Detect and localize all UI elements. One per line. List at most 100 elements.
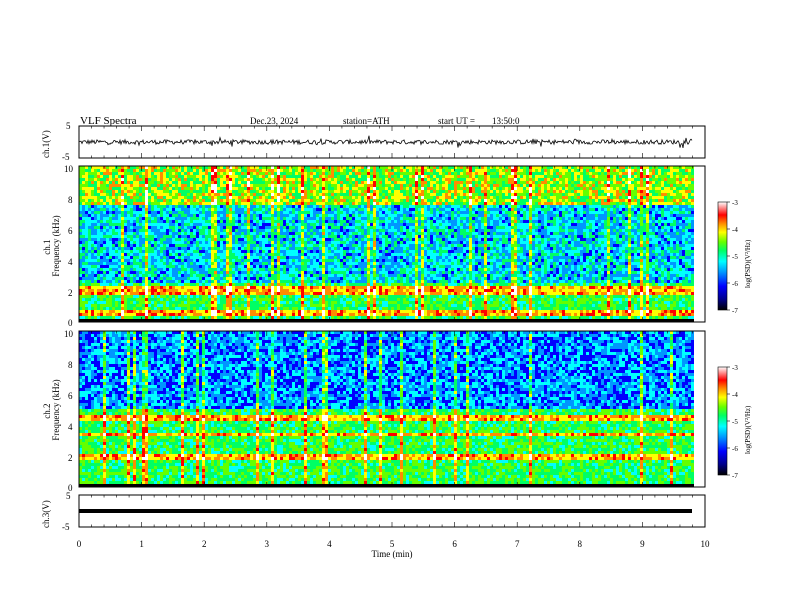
spectrogram-cell [85, 286, 88, 289]
spectrogram-cell [220, 211, 223, 214]
spectrogram-cell [334, 172, 337, 175]
spectrogram-cell [151, 172, 154, 175]
spectrogram-cell [238, 208, 241, 211]
spectrogram-cell [319, 289, 322, 292]
spectrogram-cell [292, 310, 295, 313]
spectrogram-cell [157, 223, 160, 226]
spectrogram-cell [241, 295, 244, 298]
spectrogram-cell [292, 307, 295, 310]
spectrogram-cell [286, 265, 289, 268]
spectrogram-cell [178, 217, 181, 220]
spectrogram-cell [304, 247, 307, 250]
spectrogram-cell [337, 289, 340, 292]
spectrogram-cell [220, 199, 223, 202]
spectrogram-cell [274, 235, 277, 238]
spectrogram-cell [208, 289, 211, 292]
spectrogram-cell [187, 193, 190, 196]
spectrogram-cell [118, 304, 121, 307]
spectrogram-cell [193, 217, 196, 220]
spectrogram-cell [352, 253, 355, 256]
spectrogram-cell [163, 241, 166, 244]
spectrogram-cell [187, 319, 190, 322]
spectrogram-cell [151, 295, 154, 298]
spectrogram-cell [274, 295, 277, 298]
spectrogram-cell [88, 289, 91, 292]
spectrogram-cell [265, 187, 268, 190]
spectrogram-cell [178, 199, 181, 202]
spectrogram-cell [214, 298, 217, 301]
spectrogram-cell [355, 295, 358, 298]
spectrogram-cell [313, 250, 316, 253]
spectrogram-cell [325, 172, 328, 175]
spectrogram-cell [112, 178, 115, 181]
spectrogram-cell [274, 256, 277, 259]
spectrogram-cell [127, 226, 130, 229]
spectrogram-cell [256, 262, 259, 265]
spectrogram-cell [115, 289, 118, 292]
spectrogram-cell [304, 310, 307, 313]
spectrogram-cell [355, 232, 358, 235]
spectrogram-cell [109, 253, 112, 256]
spectrogram-cell [97, 202, 100, 205]
spectrogram-cell [109, 280, 112, 283]
spectrogram-cell [223, 292, 226, 295]
spectrogram-cell [331, 241, 334, 244]
spectrogram-cell [250, 184, 253, 187]
spectrogram-cell [172, 271, 175, 274]
spectrogram-cell [343, 286, 346, 289]
spectrogram-cell [310, 226, 313, 229]
spectrogram-cell [349, 190, 352, 193]
spectrogram-cell [118, 184, 121, 187]
spectrogram-cell [220, 178, 223, 181]
spectrogram-cell [199, 289, 202, 292]
spectrogram-cell [331, 259, 334, 262]
spectrogram-cell [205, 169, 208, 172]
spectrogram-cell [88, 208, 91, 211]
spectrogram-cell [121, 280, 124, 283]
spectrogram-cell [196, 301, 199, 304]
spectrogram-cell [181, 289, 184, 292]
spectrogram-cell [190, 298, 193, 301]
spectrogram-cell [145, 280, 148, 283]
spectrogram-cell [238, 250, 241, 253]
spectrogram-cell [139, 214, 142, 217]
spectrogram-cell [319, 316, 322, 319]
spectrogram-cell [295, 295, 298, 298]
spectrogram-cell [322, 175, 325, 178]
spectrogram-cell [241, 214, 244, 217]
spectrogram-cell [313, 292, 316, 295]
spectrogram-cell [103, 202, 106, 205]
spectrogram-cell [157, 313, 160, 316]
spectrogram-cell [235, 283, 238, 286]
spectrogram-cell [187, 313, 190, 316]
spectrogram-cell [283, 298, 286, 301]
spectrogram-cell [154, 313, 157, 316]
spectrogram-cell [310, 193, 313, 196]
spectrogram-cell [163, 220, 166, 223]
spectrogram-cell [184, 211, 187, 214]
spectrogram-cell [262, 304, 265, 307]
spectrogram-cell [301, 241, 304, 244]
spectrogram-cell [271, 199, 274, 202]
spectrogram-cell [304, 181, 307, 184]
spectrogram-cell [103, 286, 106, 289]
spectrogram-cell [184, 247, 187, 250]
spectrogram-cell [205, 298, 208, 301]
spectrogram-cell [163, 319, 166, 322]
spectrogram-cell [280, 184, 283, 187]
spectrogram-cell [307, 229, 310, 232]
spectrogram-cell [277, 178, 280, 181]
spectrogram-cell [280, 166, 283, 169]
spectrogram-cell [145, 310, 148, 313]
spectrogram-cell [352, 310, 355, 313]
spectrogram-cell [223, 241, 226, 244]
spectrogram-cell [337, 217, 340, 220]
spectrogram-cell [166, 208, 169, 211]
spectrogram-cell [181, 223, 184, 226]
spectrogram-cell [199, 262, 202, 265]
spectrogram-cell [118, 259, 121, 262]
spectrogram-cell [307, 196, 310, 199]
spectrogram-cell [121, 226, 124, 229]
spectrogram-cell [214, 265, 217, 268]
spectrogram-cell [235, 304, 238, 307]
